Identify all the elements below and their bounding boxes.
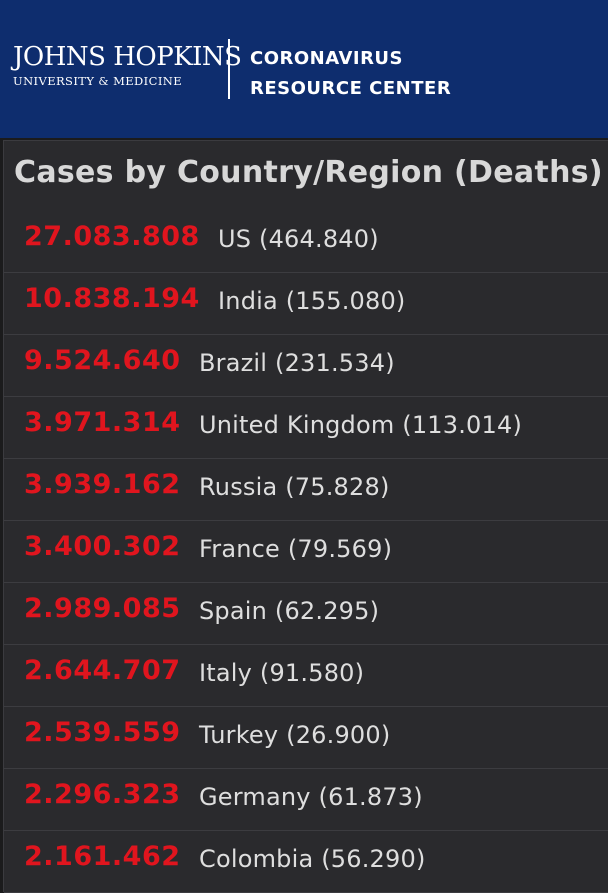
- center-title-line2: RESOURCE CENTER: [250, 78, 452, 99]
- site-header: JOHNS HOPKINS UNIVERSITY & MEDICINE CORO…: [0, 0, 608, 138]
- list-item[interactable]: 3.939.162 Russia (75.828): [4, 459, 608, 521]
- header-divider: [228, 39, 230, 99]
- case-count: 3.400.302: [24, 531, 181, 562]
- list-item[interactable]: 3.971.314 United Kingdom (113.014): [4, 397, 608, 459]
- center-title-line1: CORONAVIRUS: [250, 48, 404, 69]
- cases-list[interactable]: 27.083.808 US (464.840) 10.838.194 India…: [4, 211, 608, 893]
- logo-wordmark: JOHNS HOPKINS: [13, 42, 242, 72]
- country-deaths-label: United Kingdom (113.014): [199, 411, 523, 439]
- case-count: 9.524.640: [24, 345, 181, 376]
- case-count: 3.971.314: [24, 407, 181, 438]
- list-item[interactable]: 2.161.462 Colombia (56.290): [4, 831, 608, 893]
- list-item[interactable]: 2.539.559 Turkey (26.900): [4, 707, 608, 769]
- country-deaths-label: Turkey (26.900): [199, 721, 391, 749]
- list-item[interactable]: 3.400.302 France (79.569): [4, 521, 608, 583]
- country-deaths-label: Germany (61.873): [199, 783, 423, 811]
- logo-subtitle: UNIVERSITY & MEDICINE: [13, 74, 183, 88]
- johns-hopkins-logo[interactable]: JOHNS HOPKINS UNIVERSITY & MEDICINE: [13, 42, 242, 88]
- case-count: 2.989.085: [24, 593, 181, 624]
- case-count: 3.939.162: [24, 469, 181, 500]
- country-deaths-label: Brazil (231.534): [199, 349, 395, 377]
- list-item[interactable]: 2.296.323 Germany (61.873): [4, 769, 608, 831]
- resource-center-title[interactable]: CORONAVIRUS RESOURCE CENTER: [250, 44, 451, 104]
- list-item[interactable]: 9.524.640 Brazil (231.534): [4, 335, 608, 397]
- country-deaths-label: India (155.080): [218, 287, 406, 315]
- country-deaths-label: France (79.569): [199, 535, 393, 563]
- country-deaths-label: Spain (62.295): [199, 597, 380, 625]
- case-count: 2.161.462: [24, 841, 181, 872]
- cases-panel: Cases by Country/Region (Deaths) 27.083.…: [3, 140, 608, 893]
- country-deaths-label: Russia (75.828): [199, 473, 390, 501]
- list-item[interactable]: 2.644.707 Italy (91.580): [4, 645, 608, 707]
- case-count: 2.644.707: [24, 655, 181, 686]
- case-count: 10.838.194: [24, 283, 200, 314]
- case-count: 2.296.323: [24, 779, 181, 810]
- country-deaths-label: Italy (91.580): [199, 659, 365, 687]
- list-item[interactable]: 27.083.808 US (464.840): [4, 211, 608, 273]
- panel-title: Cases by Country/Region (Deaths): [14, 155, 603, 190]
- case-count: 2.539.559: [24, 717, 181, 748]
- country-deaths-label: Colombia (56.290): [199, 845, 426, 873]
- case-count: 27.083.808: [24, 221, 200, 252]
- country-deaths-label: US (464.840): [218, 225, 379, 253]
- list-item[interactable]: 2.989.085 Spain (62.295): [4, 583, 608, 645]
- list-item[interactable]: 10.838.194 India (155.080): [4, 273, 608, 335]
